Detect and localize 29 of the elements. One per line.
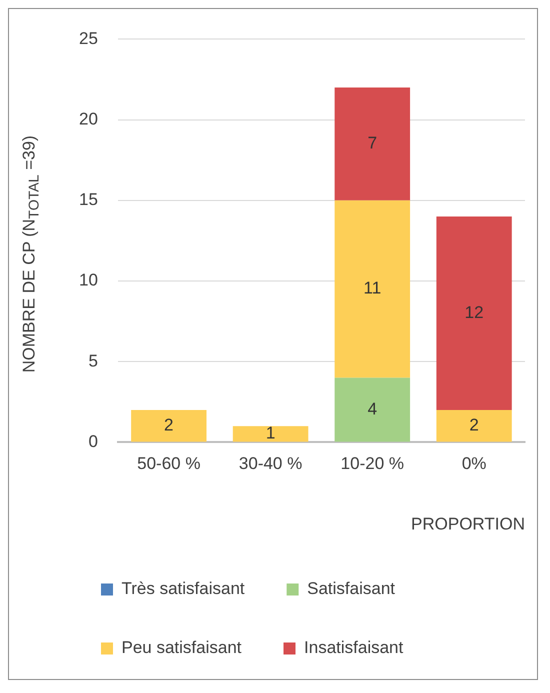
x-axis-title: PROPORTION: [411, 514, 525, 534]
bar: [334, 378, 410, 442]
legend-label: Très satisfaisant: [122, 579, 245, 598]
bar: [232, 426, 308, 442]
data-label: 11: [364, 278, 382, 298]
data-label: 7: [368, 134, 378, 153]
x-tick-label: 0%: [462, 454, 486, 474]
legend-label: Peu satisfaisant: [122, 638, 242, 658]
legend-label: Insatisfaisant: [304, 638, 404, 658]
bar: [334, 88, 410, 200]
y-tick-label: 25: [78, 28, 98, 48]
data-label: 2: [164, 416, 174, 435]
bar: [131, 410, 207, 442]
data-label: 4: [368, 399, 378, 418]
y-tick-label: 10: [78, 270, 98, 290]
y-tick-label: 15: [78, 190, 98, 210]
data-label: 2: [469, 416, 479, 435]
y-tick-label: 20: [78, 109, 98, 128]
data-label: 1: [266, 424, 276, 443]
y-tick-label: 0: [88, 432, 98, 451]
bar: [436, 216, 512, 410]
x-tick-label: 50-60 %: [137, 454, 200, 474]
bar: [436, 410, 512, 442]
data-label: 12: [464, 302, 484, 322]
x-tick-label: 10-20 %: [340, 454, 404, 474]
y-tick-label: 5: [88, 351, 98, 370]
legend-label: Satisfaisant: [307, 579, 396, 598]
x-tick-label: 30-40 %: [238, 454, 302, 474]
bar: [334, 200, 410, 378]
